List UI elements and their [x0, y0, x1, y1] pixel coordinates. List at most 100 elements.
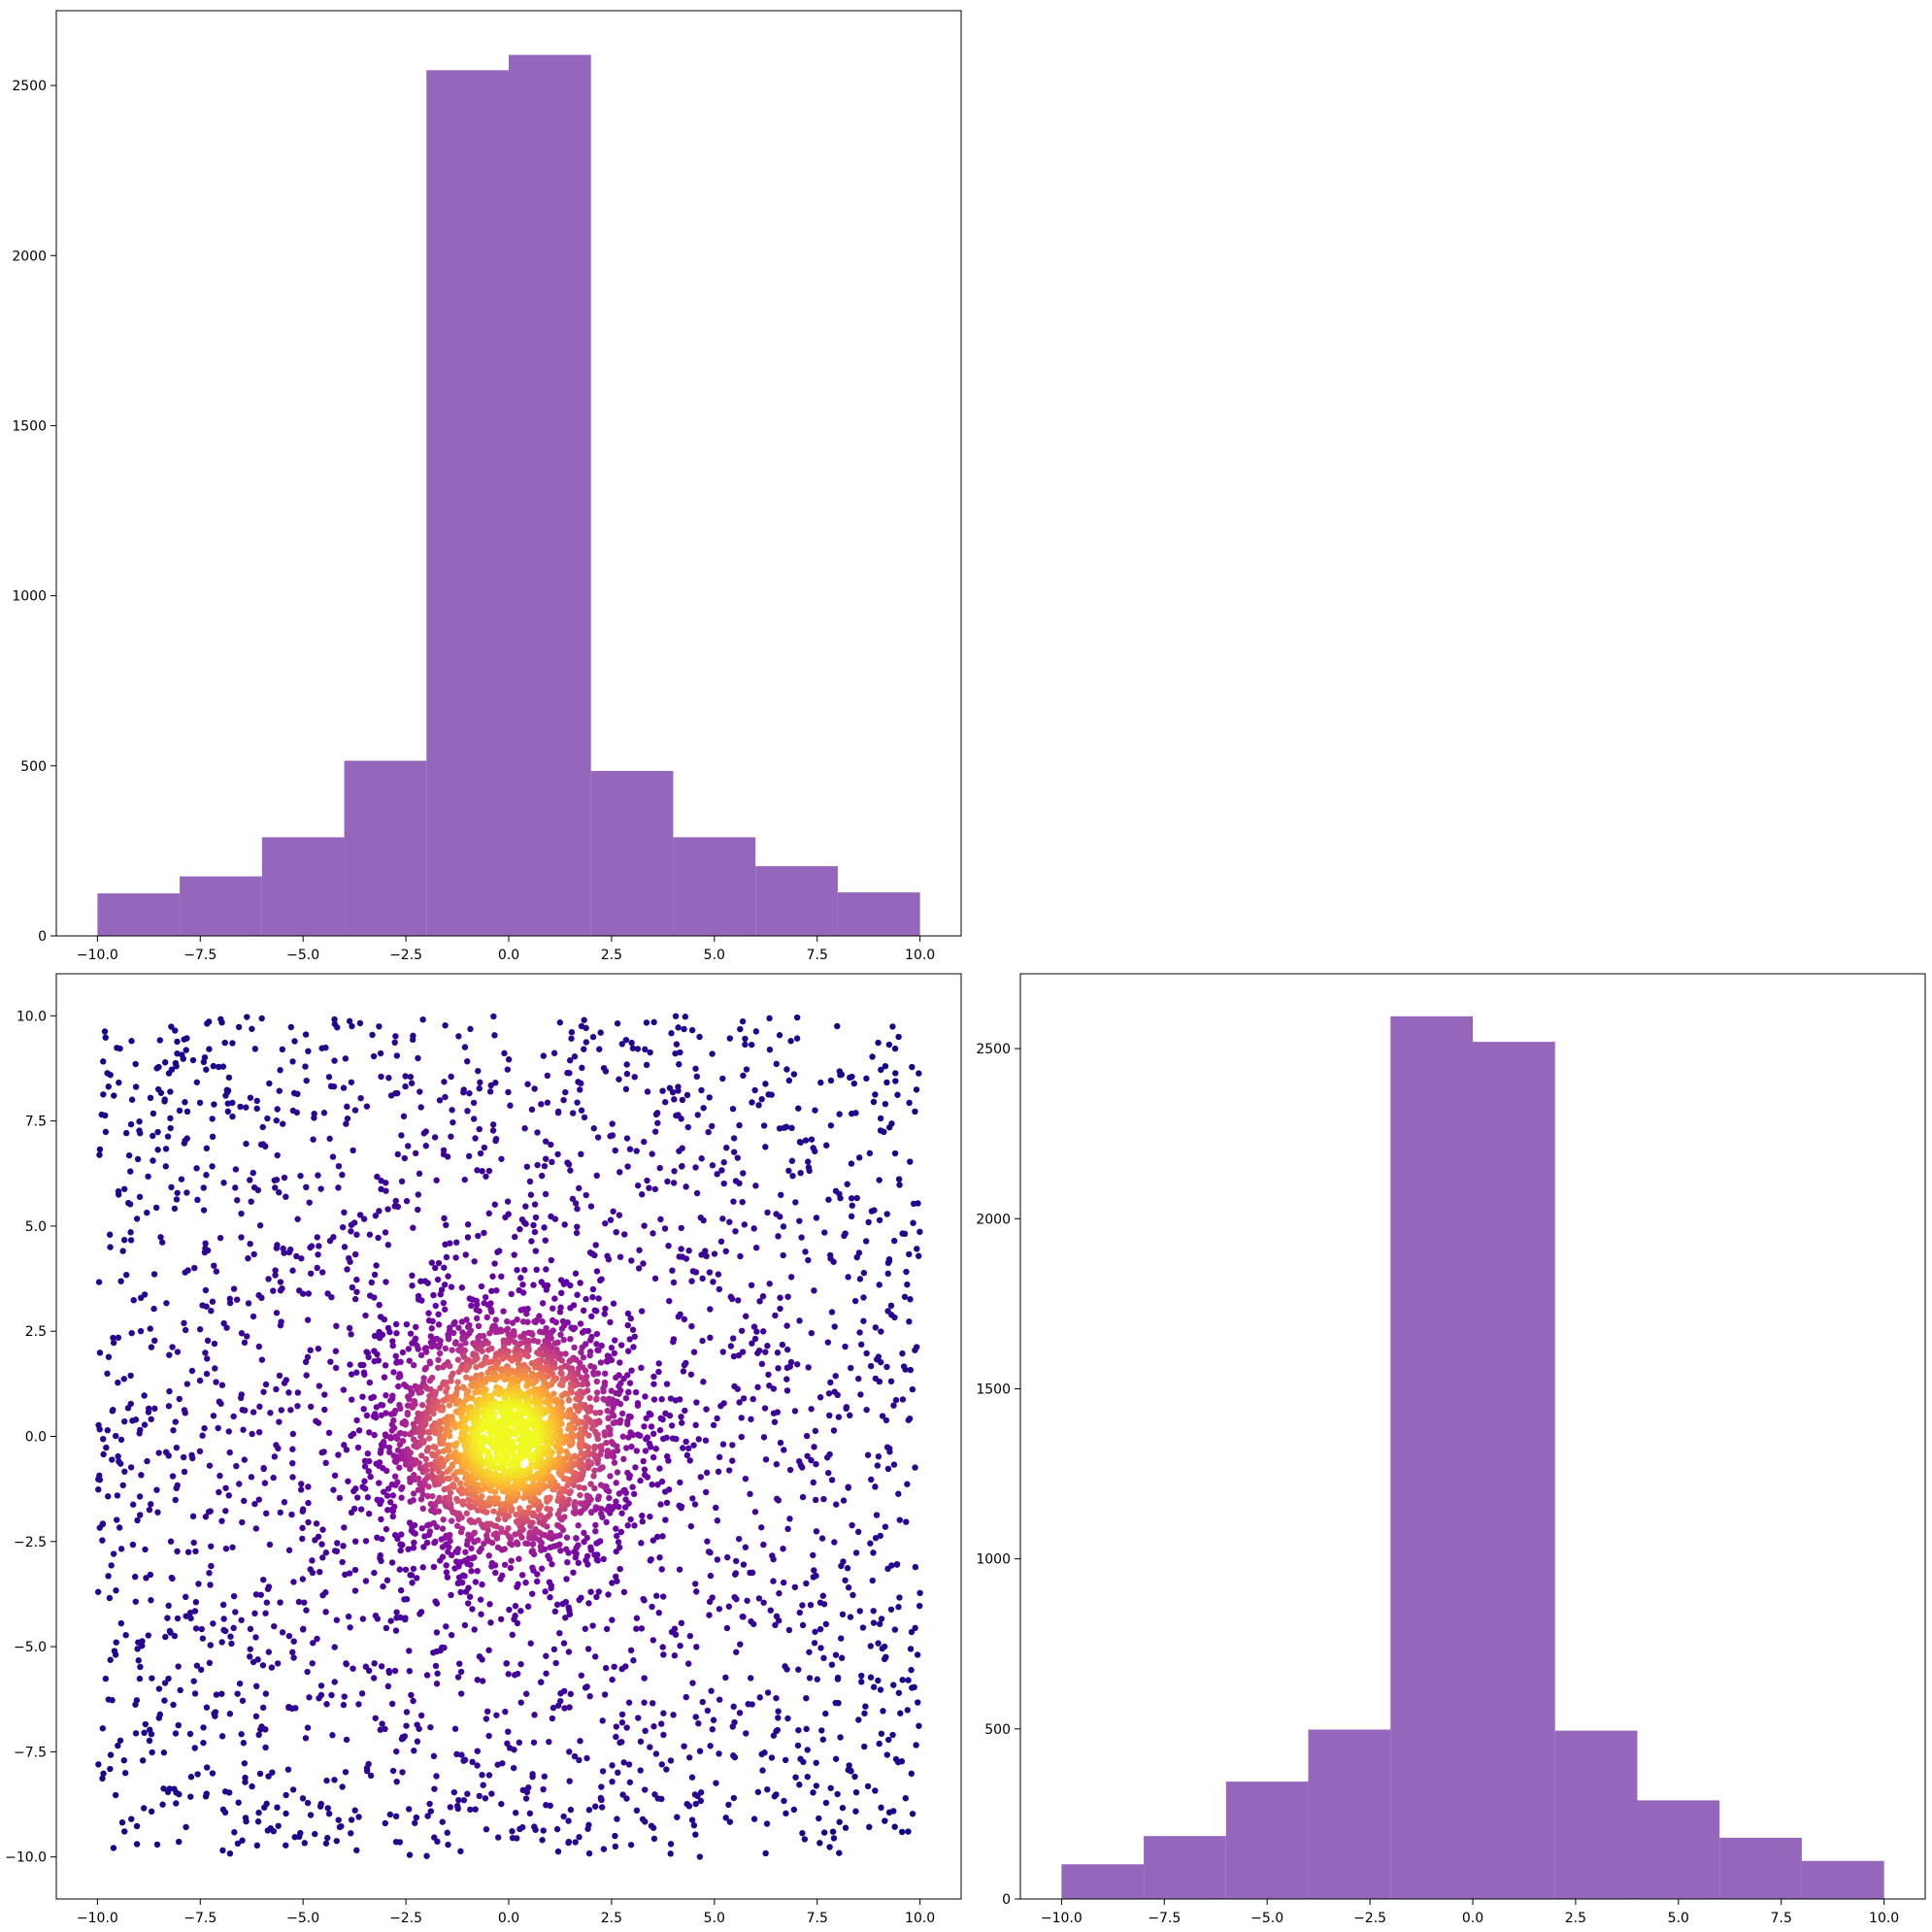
scatter-point: [816, 1815, 822, 1822]
scatter-point: [392, 1627, 400, 1634]
scatter-point: [813, 1759, 819, 1766]
scatter-point: [529, 1548, 536, 1554]
scatter-point: [551, 1608, 559, 1616]
scatter-point: [612, 1147, 618, 1154]
scatter-point: [210, 1620, 217, 1627]
scatter-point: [764, 1343, 771, 1349]
scatter-point: [604, 1452, 611, 1459]
scatter-point: [481, 1229, 487, 1237]
scatter-point: [514, 1316, 520, 1323]
scatter-point: [678, 1619, 685, 1627]
scatter-point: [211, 1262, 217, 1269]
scatter-point: [849, 1202, 855, 1209]
scatter-point: [215, 1063, 222, 1071]
scatter-point: [277, 1599, 283, 1606]
scatter-point: [213, 1691, 220, 1698]
scatter-point: [613, 1733, 619, 1741]
scatter-point: [394, 1479, 401, 1485]
scatter-point: [378, 1412, 384, 1418]
scatter-point: [177, 1686, 183, 1694]
scatter-point: [796, 1457, 803, 1465]
scatter-point: [377, 1726, 383, 1733]
scatter-point: [265, 1583, 273, 1590]
scatter-point: [698, 1155, 705, 1162]
scatter-point: [910, 1219, 916, 1226]
scatter-point: [173, 1800, 180, 1807]
scatter-point: [667, 1757, 675, 1764]
scatter-point: [578, 1426, 584, 1433]
scatter-point: [325, 1429, 333, 1437]
scatter-point: [107, 1656, 114, 1663]
scatter-point: [671, 1652, 679, 1659]
scatter-point: [448, 1517, 455, 1524]
scatter-point: [243, 1104, 250, 1111]
scatter-point: [651, 1791, 658, 1798]
scatter-point: [749, 1041, 755, 1049]
scatter-point: [600, 1846, 608, 1852]
scatter-point: [731, 1382, 738, 1390]
scatter-point: [484, 1347, 492, 1353]
scatter-point: [212, 1709, 219, 1715]
scatter-point: [230, 1413, 237, 1420]
scatter-point: [597, 1359, 605, 1366]
scatter-point: [590, 1473, 597, 1480]
scatter-point: [393, 1052, 401, 1059]
scatter-point: [477, 1596, 484, 1603]
scatter-point: [667, 1841, 675, 1848]
scatter-point: [915, 1699, 921, 1706]
scatter-point: [121, 1185, 128, 1192]
scatter-point: [531, 1201, 539, 1208]
scatter-point: [107, 1072, 114, 1079]
scatter-point: [183, 1135, 190, 1142]
hist-x-bar: [837, 892, 920, 936]
scatter-point: [407, 1449, 414, 1456]
scatter-point: [423, 1672, 431, 1679]
scatter-point: [504, 1317, 511, 1325]
scatter-point: [278, 1407, 285, 1414]
scatter-point: [732, 1228, 739, 1235]
scatter-point: [619, 1433, 627, 1440]
scatter-point: [372, 1715, 379, 1721]
scatter-point: [154, 1509, 161, 1516]
scatter-point: [371, 1294, 378, 1301]
scatter-point: [618, 1719, 626, 1726]
scatter-point: [573, 1535, 580, 1542]
scatter-point: [646, 1184, 652, 1191]
scatter-point: [625, 1388, 632, 1396]
scatter-point: [468, 1545, 475, 1552]
scatter-point: [478, 1282, 485, 1290]
scatter-point: [403, 1709, 411, 1715]
scatter-point: [709, 1050, 716, 1057]
scatter-point: [402, 1566, 410, 1573]
scatter-point: [485, 1772, 493, 1779]
scatter-point: [248, 1198, 254, 1205]
scatter-point: [844, 1565, 851, 1572]
scatter-point: [465, 1584, 472, 1591]
scatter-point: [118, 1819, 126, 1826]
scatter-point: [787, 1038, 794, 1045]
scatter-point: [842, 1577, 849, 1583]
scatter-point: [909, 1385, 916, 1393]
scatter-point: [669, 1267, 676, 1274]
scatter-point: [448, 1631, 455, 1639]
scatter-point: [306, 1694, 313, 1701]
scatter-point: [870, 1608, 877, 1615]
scatter-point: [430, 1291, 437, 1299]
scatter-point: [120, 1417, 128, 1425]
scatter-point: [312, 1830, 318, 1838]
scatter-point: [443, 1569, 450, 1576]
scatter-point: [749, 1340, 755, 1347]
scatter-point: [447, 1240, 453, 1247]
scatter-point: [431, 1391, 439, 1399]
scatter-point: [631, 1333, 638, 1340]
scatter-point: [340, 1084, 348, 1091]
scatter-point: [180, 1055, 186, 1062]
scatter-point: [522, 1690, 530, 1697]
scatter-point: [872, 1324, 880, 1331]
scatter-point: [308, 1243, 316, 1249]
scatter-point: [618, 1041, 625, 1048]
scatter-point: [533, 1266, 540, 1274]
scatter-point: [583, 1754, 590, 1762]
scatter-point: [237, 1103, 244, 1111]
scatter-point: [637, 1477, 644, 1484]
